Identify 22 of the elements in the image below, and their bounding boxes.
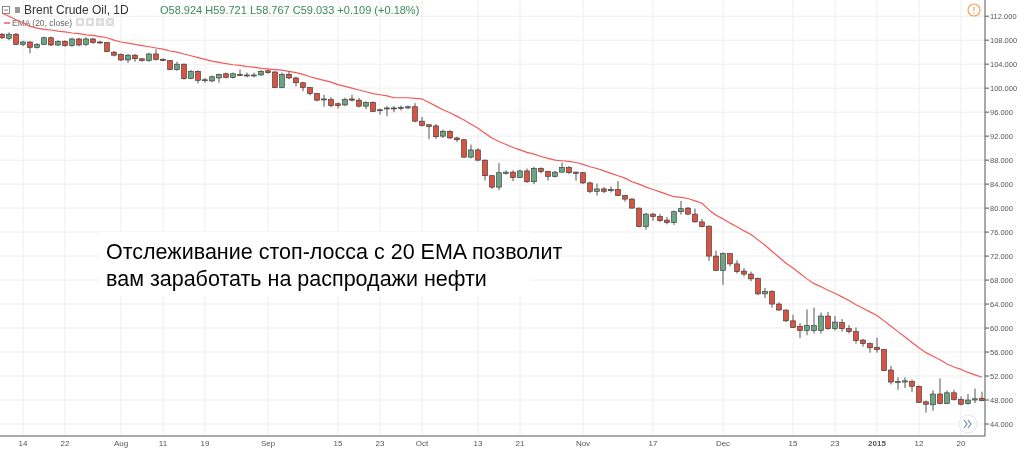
x-tick-label: 20 bbox=[956, 439, 966, 448]
x-tick-label: Nov bbox=[575, 439, 591, 448]
x-tick-label: Oct bbox=[415, 439, 429, 448]
x-tick-label: 12 bbox=[914, 439, 924, 448]
x-tick-label: 22 bbox=[60, 439, 70, 448]
chart-title: Brent Crude Oil, 1D bbox=[24, 3, 130, 17]
x-tick-label: 15 bbox=[333, 439, 343, 448]
x-tick-label: 13 bbox=[473, 439, 483, 448]
x-tick-label: 14 bbox=[18, 439, 28, 448]
x-tick-label: Aug bbox=[113, 439, 129, 448]
annotation: Отслеживание стоп-лосса с 20 EMA позволит вам заработать на распродажи нефти bbox=[106, 240, 563, 291]
x-tick-label: 23 bbox=[375, 439, 385, 448]
x-tick-label: 21 bbox=[515, 439, 525, 448]
x-tick-label: 11 bbox=[158, 439, 168, 448]
x-tick-label: 2015 bbox=[868, 439, 887, 448]
x-tick-label: 19 bbox=[200, 439, 210, 448]
x-tick-label: 17 bbox=[648, 439, 658, 448]
annotation: O58.924 H59.721 L58.767 C59.033 +0.109 (+0.18%) bbox=[160, 4, 420, 16]
x-tick-label: 15 bbox=[788, 439, 798, 448]
x-tick-label: 23 bbox=[830, 439, 840, 448]
x-tick-label: Sep bbox=[260, 439, 276, 448]
x-tick-label: Dec bbox=[715, 439, 731, 448]
